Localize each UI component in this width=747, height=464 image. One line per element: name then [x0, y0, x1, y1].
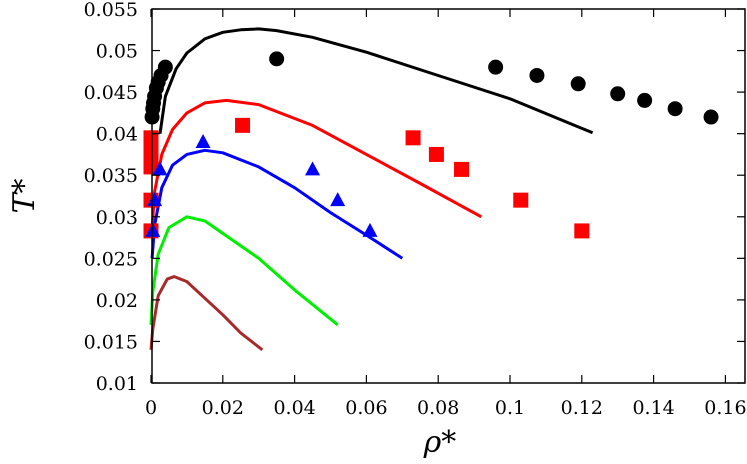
x-tick-label: 0.08 [417, 397, 459, 419]
y-tick-label: 0.055 [84, 0, 138, 21]
series-line-2 [150, 148, 404, 260]
y-tick-label: 0.025 [84, 248, 138, 270]
circle-point [488, 59, 504, 75]
square-point [513, 192, 529, 208]
x-tick-label: 0.12 [561, 397, 603, 419]
square-point [235, 117, 251, 133]
y-tick-label: 0.035 [84, 165, 138, 187]
y-axis-ticks: 0.01 0.015 0.02 0.025 0.03 0.035 0.04 0.045 0.05… [84, 0, 745, 395]
triangle-point [195, 133, 211, 148]
triangle-point [362, 222, 378, 237]
x-tick-label: 0.06 [345, 397, 387, 419]
y-tick-label: 0.02 [96, 290, 138, 312]
x-tick-label: 0.1 [495, 397, 525, 419]
x-tick-label: 0.04 [273, 397, 315, 419]
circle-point [667, 101, 683, 117]
square-point [143, 159, 159, 175]
y-tick-label: 0.05 [96, 41, 138, 63]
plot-frame [151, 8, 746, 384]
x-tick-label: 0.14 [632, 397, 674, 419]
square-point [454, 161, 470, 177]
triangle-point [305, 161, 321, 176]
plot-area [143, 27, 719, 351]
y-tick-label: 0.01 [96, 373, 138, 395]
y-axis-label: T* [7, 178, 42, 213]
square-point [428, 146, 444, 162]
circle-point [269, 51, 285, 67]
circle-point [570, 76, 586, 92]
series-line-4 [149, 275, 264, 351]
x-tick-label: 0.02 [202, 397, 244, 419]
y-tick-label: 0.04 [96, 124, 138, 146]
circle-point [703, 109, 719, 125]
circle-point [157, 59, 173, 75]
circle-point [529, 67, 545, 83]
x-axis-label: ρ* [423, 425, 457, 460]
triangle-point [330, 192, 346, 207]
series-line-3 [149, 215, 339, 326]
series-line-0 [158, 27, 594, 135]
y-tick-label: 0.03 [96, 207, 138, 229]
triangle-point [147, 192, 163, 207]
triangle-point [145, 222, 161, 237]
series-line-1 [150, 98, 483, 230]
circle-point [610, 86, 626, 102]
triangle-point [152, 161, 168, 176]
x-tick-label: 0 [145, 397, 157, 419]
y-tick-label: 0.015 [84, 331, 138, 353]
square-point [574, 223, 590, 239]
square-point [405, 130, 421, 146]
y-tick-label: 0.045 [84, 82, 138, 104]
x-tick-label: 0.16 [704, 397, 746, 419]
circle-point [637, 92, 653, 108]
x-axis-ticks: 0 0.02 0.04 0.06 0.08 0.1 0.12 0.14 0.16 [145, 9, 747, 419]
